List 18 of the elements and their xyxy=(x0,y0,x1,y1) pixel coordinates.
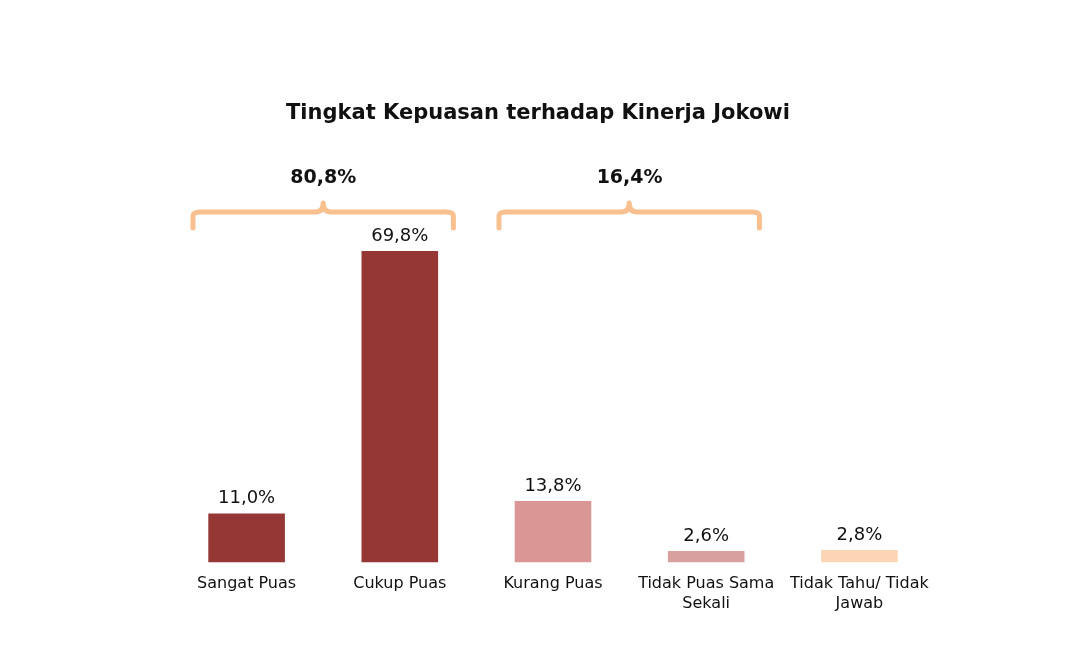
data-label: 2,8% xyxy=(836,522,883,544)
x-tick-label: Tidak Tahu/ Tidak Jawab xyxy=(789,573,930,612)
bar xyxy=(514,500,592,563)
bar xyxy=(208,513,285,563)
x-tick-label: Cukup Puas xyxy=(353,573,447,593)
bar xyxy=(667,550,745,563)
text: 16,4% xyxy=(596,165,663,188)
data-label: 11,0% xyxy=(218,486,276,508)
data-label: 2,6% xyxy=(683,523,730,545)
text: 80,8% xyxy=(290,165,357,188)
chart-title: Tingkat Kepuasan terhadap Kinerja Jokowi xyxy=(285,100,791,124)
x-tick-label: Sangat Puas xyxy=(197,573,297,593)
bar xyxy=(361,250,439,563)
data-label: 13,8% xyxy=(524,473,582,495)
x-tick-label: Kurang Puas xyxy=(503,573,603,593)
bar xyxy=(821,550,898,563)
data-label: 69,8% xyxy=(371,223,429,245)
x-tick-label: Tidak Puas Sama Sekali xyxy=(637,573,775,612)
